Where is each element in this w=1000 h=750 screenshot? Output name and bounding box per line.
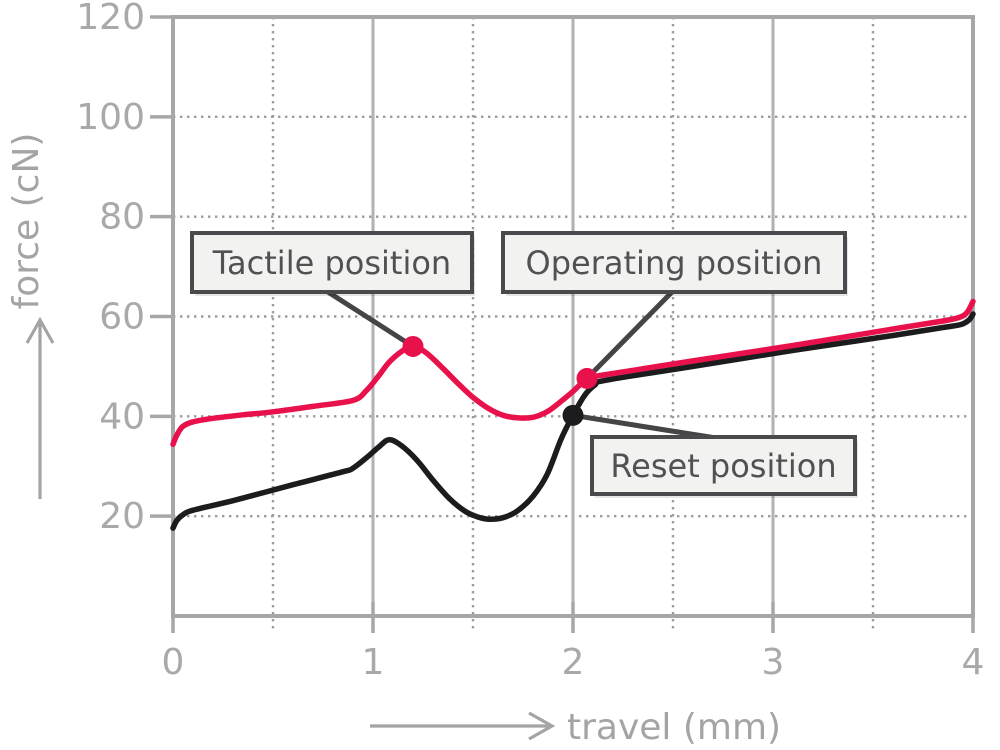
reset-annotation: Reset position: [590, 435, 858, 498]
x-axis-tick-label: 0: [162, 642, 185, 683]
x-axis-title: travel (mm): [567, 707, 781, 748]
operating-marker-dot: [576, 367, 598, 389]
y-axis-tick-label: 80: [99, 197, 145, 238]
operating-leader-line: [585, 290, 674, 381]
x-axis-arrowhead-icon: [528, 711, 556, 741]
y-axis-arrowhead-icon: [25, 316, 55, 344]
release_stroke_curve: [170, 311, 976, 531]
tactile-annotation-label: Tactile position: [212, 244, 451, 282]
x-axis-tick-label: 4: [962, 642, 985, 683]
x-axis-tick-label: 1: [362, 642, 385, 683]
reset-annotation-label: Reset position: [610, 447, 836, 485]
press_stroke_curve: [170, 298, 976, 448]
y-axis-tick-label: 60: [99, 297, 145, 338]
tactile-annotation: Tactile position: [190, 231, 475, 296]
tactile-marker-dot: [402, 335, 424, 357]
tactile-leader-line: [326, 289, 415, 349]
x-axis-tick-label: 3: [762, 642, 785, 683]
operating-annotation-label: Operating position: [526, 244, 823, 282]
reset-marker-dot: [562, 404, 584, 426]
x-axis-tick-label: 2: [562, 642, 585, 683]
y-axis-tick-label: 40: [99, 396, 145, 437]
reset-annotation-box: [590, 435, 857, 496]
reset-leader-line: [572, 412, 717, 441]
y-axis-tick-label: 20: [99, 496, 145, 537]
y-axis-tick-label: 120: [76, 0, 145, 38]
tactile-annotation-box: [190, 231, 474, 294]
operating-annotation: Operating position: [501, 231, 848, 296]
y-axis-title: force (cN): [6, 133, 47, 310]
y-axis-tick-label: 100: [76, 97, 145, 138]
operating-annotation-box: [501, 231, 847, 294]
